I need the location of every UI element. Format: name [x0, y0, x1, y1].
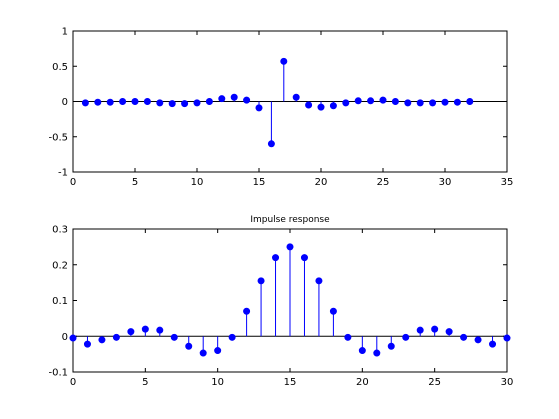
- stem-marker: [127, 328, 135, 336]
- stem-marker: [358, 347, 366, 355]
- stem-marker: [280, 57, 288, 65]
- stem-marker: [354, 97, 362, 105]
- x-tick-label: 30: [501, 377, 514, 388]
- x-tick-label: 15: [284, 377, 297, 388]
- stem-marker: [342, 99, 350, 107]
- stem-marker: [255, 104, 263, 112]
- x-tick-label: 10: [191, 177, 204, 188]
- x-tick-label: 20: [356, 377, 369, 388]
- stem-marker: [489, 340, 497, 348]
- stem-marker: [460, 333, 468, 341]
- stem-marker: [329, 102, 337, 110]
- stem-marker: [218, 95, 226, 103]
- y-tick-label: 0.1: [52, 296, 68, 307]
- stem-marker: [185, 342, 193, 350]
- stem-marker: [431, 325, 439, 333]
- stem-marker: [416, 326, 424, 334]
- y-tick-label: -1: [58, 168, 68, 179]
- y-tick-label: 0: [62, 332, 68, 343]
- stem-marker: [168, 100, 176, 108]
- stem-marker: [474, 336, 482, 344]
- x-tick-label: 30: [439, 177, 452, 188]
- stem-marker: [402, 333, 410, 341]
- stem-marker: [445, 328, 453, 336]
- stem-marker: [267, 140, 275, 148]
- stem-marker: [305, 101, 313, 109]
- stem-marker: [416, 99, 424, 107]
- x-tick-label: 10: [211, 377, 224, 388]
- stem-marker: [156, 99, 164, 107]
- stem-marker: [315, 277, 323, 285]
- stem-marker: [199, 349, 207, 357]
- stem-marker: [243, 96, 251, 104]
- stem-marker: [429, 99, 437, 107]
- stem-marker: [112, 333, 120, 341]
- stem-marker: [81, 99, 89, 107]
- stem-marker: [286, 243, 294, 251]
- stem-marker: [119, 98, 127, 106]
- stem-marker: [141, 325, 149, 333]
- stem-marker: [69, 334, 77, 342]
- x-tick-label: 25: [428, 377, 441, 388]
- stem-plot-top: 0 5 10 15 20 25 30 35 -1 -0.5 0 0.5 1: [48, 27, 513, 189]
- y-tick-label: -0.1: [48, 368, 68, 379]
- stem-marker: [317, 103, 325, 111]
- stem-marker: [503, 334, 511, 342]
- stem-marker: [404, 99, 412, 107]
- y-tick-label: -0.5: [48, 132, 68, 143]
- stem-marker: [98, 336, 106, 344]
- stem-marker: [205, 98, 213, 106]
- stem-marker: [131, 98, 139, 106]
- x-tick-label: 35: [501, 177, 514, 188]
- stem-marker: [391, 98, 399, 106]
- stem-marker: [453, 98, 461, 106]
- x-tick-label: 15: [253, 177, 266, 188]
- x-tick-label: 25: [377, 177, 390, 188]
- stem-marker: [83, 340, 91, 348]
- chart-title: Impulse response: [250, 215, 330, 225]
- stem-marker: [181, 100, 189, 108]
- x-tick-label: 0: [70, 377, 76, 388]
- stem-marker: [329, 307, 337, 315]
- x-tick-label: 5: [132, 177, 138, 188]
- stem-marker: [106, 98, 114, 106]
- y-tick-label: 0: [62, 97, 68, 108]
- stem-marker: [272, 254, 280, 262]
- stem-marker: [367, 97, 375, 105]
- stem-marker: [292, 93, 300, 101]
- stem-marker: [214, 347, 222, 355]
- y-tick-label: 1: [62, 27, 68, 38]
- stem-marker: [230, 93, 238, 101]
- y-tick-label: 0.3: [52, 225, 68, 236]
- x-tick-label: 20: [315, 177, 328, 188]
- stem-marker: [193, 99, 201, 107]
- stem-marker: [243, 307, 251, 315]
- y-tick-label: 0.5: [52, 62, 68, 73]
- stem-marker: [373, 349, 381, 357]
- stem-marker: [466, 98, 474, 106]
- stem-marker: [228, 333, 236, 341]
- stem-marker: [387, 342, 395, 350]
- stem-marker: [300, 254, 308, 262]
- stem-marker: [441, 98, 449, 106]
- stem-marker: [344, 333, 352, 341]
- stem-marker: [379, 96, 387, 104]
- stem-marker: [170, 333, 178, 341]
- x-tick-label: 0: [70, 177, 76, 188]
- stem-marker: [257, 277, 265, 285]
- x-tick-label: 5: [142, 377, 148, 388]
- stem-marker: [143, 98, 151, 106]
- y-tick-label: 0.2: [52, 260, 68, 271]
- stem-marker: [156, 326, 164, 334]
- stem-marker: [94, 98, 102, 106]
